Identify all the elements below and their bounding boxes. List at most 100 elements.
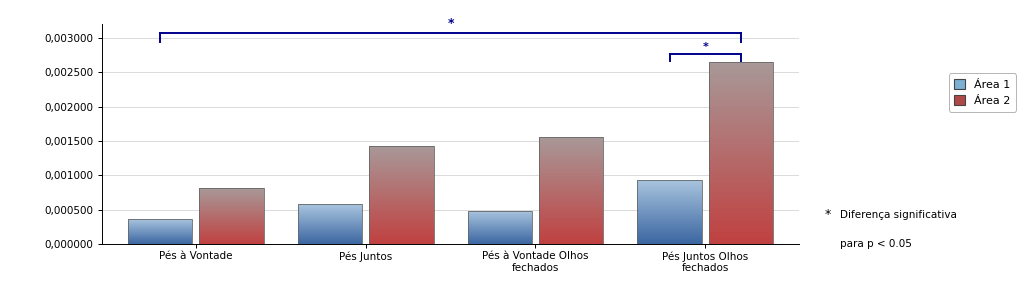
Bar [369, 179, 433, 180]
Bar [539, 137, 603, 138]
Bar [539, 215, 603, 216]
Bar [369, 243, 433, 244]
Bar [539, 168, 603, 169]
Bar [709, 117, 773, 118]
Bar [709, 153, 773, 154]
Bar [709, 113, 773, 114]
Bar [369, 154, 433, 155]
Bar [637, 236, 701, 237]
Legend: Área 1, Área 2: Área 1, Área 2 [948, 74, 1016, 112]
Bar [709, 145, 773, 146]
Bar [637, 217, 701, 218]
Bar [709, 213, 773, 214]
Bar [709, 121, 773, 122]
Bar [539, 174, 603, 175]
Bar [539, 211, 603, 212]
Bar [637, 196, 701, 197]
Bar [539, 148, 603, 149]
Bar [709, 138, 773, 139]
Bar [539, 167, 603, 168]
Bar [369, 211, 433, 212]
Bar [369, 186, 433, 187]
Bar [369, 178, 433, 179]
Bar [369, 152, 433, 153]
Bar [709, 194, 773, 195]
Bar [709, 149, 773, 150]
Bar [539, 204, 603, 205]
Bar [709, 176, 773, 177]
Bar [637, 235, 701, 236]
Bar [709, 191, 773, 192]
Bar [539, 230, 603, 231]
Bar [709, 171, 773, 172]
Bar [637, 224, 701, 225]
Bar [709, 65, 773, 66]
Bar [369, 218, 433, 219]
Bar [709, 106, 773, 107]
Bar [539, 192, 603, 193]
Bar [709, 112, 773, 113]
Bar [709, 239, 773, 240]
Bar [369, 199, 433, 200]
Bar [539, 221, 603, 222]
Bar [709, 69, 773, 70]
Bar [539, 223, 603, 224]
Bar [709, 188, 773, 189]
Bar [369, 149, 433, 150]
Bar [709, 85, 773, 86]
Bar [539, 152, 603, 153]
Bar [369, 217, 433, 218]
Bar [539, 212, 603, 213]
Bar [369, 150, 433, 151]
Bar [709, 211, 773, 212]
Bar [709, 200, 773, 201]
Bar [369, 183, 433, 184]
Bar [709, 166, 773, 167]
Bar [539, 163, 603, 164]
Bar [709, 107, 773, 108]
Bar [709, 123, 773, 124]
Bar [369, 240, 433, 241]
Bar [369, 176, 433, 177]
Bar [539, 199, 603, 200]
Bar [637, 182, 701, 183]
Bar [539, 233, 603, 234]
Bar [539, 143, 603, 144]
Bar [539, 238, 603, 239]
Bar [539, 161, 603, 162]
Bar [709, 147, 773, 148]
Bar [637, 203, 701, 204]
Bar [709, 140, 773, 141]
Bar [709, 179, 773, 181]
Text: Diferença significativa: Diferença significativa [840, 209, 956, 220]
Bar [709, 96, 773, 97]
Bar [539, 210, 603, 211]
Bar [539, 206, 603, 207]
Bar [709, 192, 773, 193]
Bar [369, 234, 433, 235]
Bar [369, 175, 433, 176]
Bar [369, 181, 433, 182]
Bar [539, 214, 603, 215]
Bar [709, 222, 773, 224]
Bar [709, 139, 773, 140]
Bar [468, 211, 532, 244]
Bar [709, 76, 773, 77]
Bar [369, 191, 433, 192]
Bar [709, 89, 773, 90]
Bar [709, 101, 773, 102]
Bar [637, 240, 701, 241]
Bar [539, 182, 603, 183]
Bar [369, 200, 433, 201]
Bar [709, 88, 773, 89]
Bar [539, 178, 603, 179]
Bar [637, 200, 701, 201]
Bar [709, 62, 773, 63]
Bar [709, 163, 773, 164]
Bar [709, 158, 773, 159]
Bar [369, 193, 433, 194]
Bar [539, 231, 603, 232]
Bar [539, 154, 603, 155]
Bar [539, 151, 603, 152]
Bar [539, 235, 603, 236]
